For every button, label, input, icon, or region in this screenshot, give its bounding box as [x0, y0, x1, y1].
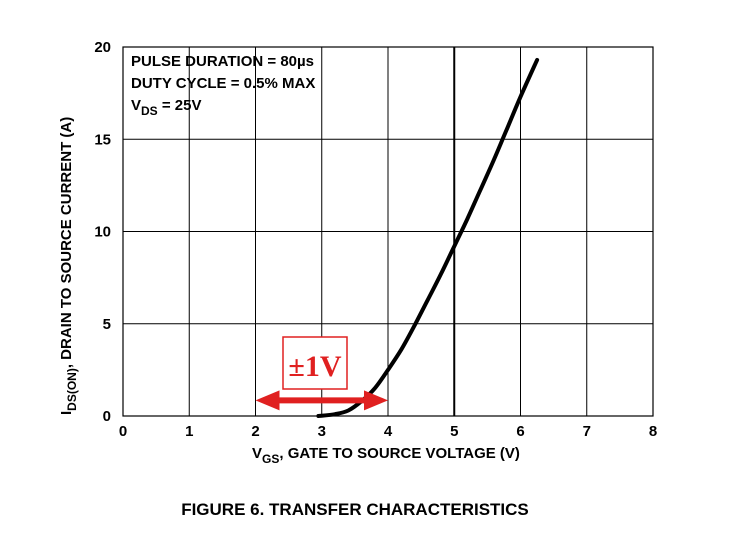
x-tick-label: 1: [185, 423, 193, 440]
condition-line-3: VDS = 25V: [131, 97, 201, 118]
x-tick-label: 3: [318, 423, 326, 440]
condition-line-2: DUTY CYCLE = 0.5% MAX: [131, 75, 315, 92]
x-tick-label: 5: [450, 423, 458, 440]
x-tick-label: 8: [649, 423, 657, 440]
condition-line-3-main: V: [131, 97, 141, 114]
plot-frame: [122, 46, 654, 417]
transfer-curve: [316, 57, 540, 418]
x-axis-label-rest: , GATE TO SOURCE VOLTAGE (V): [279, 445, 520, 462]
y-tick-label: 0: [103, 408, 111, 425]
x-tick-label: 7: [583, 423, 591, 440]
annotation: ±1V: [255, 336, 388, 411]
figure-caption: FIGURE 6. TRANSFER CHARACTERISTICS: [181, 500, 529, 519]
double-arrow-icon: [255, 390, 388, 411]
x-axis-label-main: V: [252, 445, 262, 462]
x-tick-label: 6: [516, 423, 524, 440]
x-axis-label: VGS, GATE TO SOURCE VOLTAGE (V): [252, 445, 520, 466]
x-tick-labels: 0 1 2 3 4 5 6 7 8: [119, 423, 657, 440]
y-tick-label: 15: [94, 131, 111, 148]
y-tick-label: 10: [94, 224, 111, 241]
condition-line-1: PULSE DURATION = 80µs: [131, 53, 314, 70]
x-axis-label-subscript: GS: [262, 452, 279, 466]
y-axis-label-rest: , DRAIN TO SOURCE CURRENT (A): [58, 117, 75, 368]
x-tick-label: 4: [384, 423, 393, 440]
y-axis-label-main: I: [58, 411, 75, 415]
x-tick-label: 0: [119, 423, 127, 440]
y-tick-labels: 0 5 10 15 20: [94, 39, 111, 425]
condition-line-3-subscript: DS: [141, 104, 158, 118]
y-tick-label: 20: [94, 39, 111, 56]
annotation-label: ±1V: [288, 350, 341, 383]
condition-line-3-rest: = 25V: [158, 97, 202, 114]
y-axis-label: IDS(ON), DRAIN TO SOURCE CURRENT (A): [58, 117, 79, 415]
y-tick-label: 5: [103, 316, 111, 333]
data-series: [316, 57, 540, 418]
y-axis-label-subscript: DS(ON): [65, 368, 79, 411]
x-tick-label: 2: [251, 423, 259, 440]
annotation-box: [282, 336, 348, 390]
